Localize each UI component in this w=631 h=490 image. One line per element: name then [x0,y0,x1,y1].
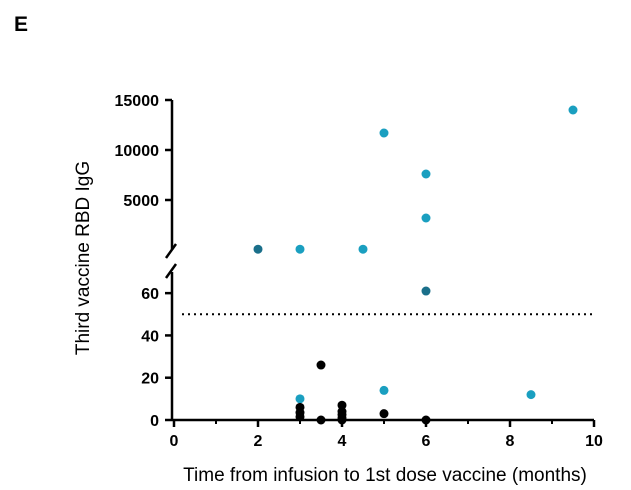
data-point [421,213,431,223]
data-point [358,244,368,254]
data-point [379,409,389,419]
data-point [295,394,305,404]
data-point [337,400,347,410]
data-point [295,244,305,254]
data-point [295,412,305,422]
data-point [379,385,389,395]
x-tick-label: 0 [170,433,179,450]
data-point [316,415,326,425]
y-tick-label: 5000 [123,193,159,210]
data-point [421,415,431,425]
x-tick-label: 6 [422,433,431,450]
data-points [253,105,578,425]
data-point [568,105,578,115]
data-point [421,169,431,179]
data-point [421,286,431,296]
axis-break-mark [164,263,178,279]
x-tick-label: 4 [338,433,347,450]
ticks: 0 2 4 6 8 10 0 20 40 60 5000 10000 15000 [115,93,604,450]
panel-label: E [14,13,28,36]
x-axis-label: Time from infusion to 1st dose vaccine (… [183,465,587,486]
y-tick-label: 40 [141,328,159,345]
axis-break-mark [164,243,178,259]
y-tick-label: 0 [150,413,159,430]
y-tick-label: 60 [141,286,159,303]
y-tick-label: 20 [141,371,159,388]
data-point [379,128,389,138]
axes [164,100,594,422]
y-tick-label: 15000 [115,93,160,110]
data-point [316,360,326,370]
x-tick-label: 8 [506,433,515,450]
y-axis-label: Third vaccine RBD IgG [73,161,94,355]
y-tick-label: 10000 [115,143,160,160]
data-point [526,390,536,400]
x-tick-label: 2 [254,433,263,450]
data-point [337,415,347,425]
data-point [253,244,263,254]
x-tick-label: 10 [585,433,603,450]
